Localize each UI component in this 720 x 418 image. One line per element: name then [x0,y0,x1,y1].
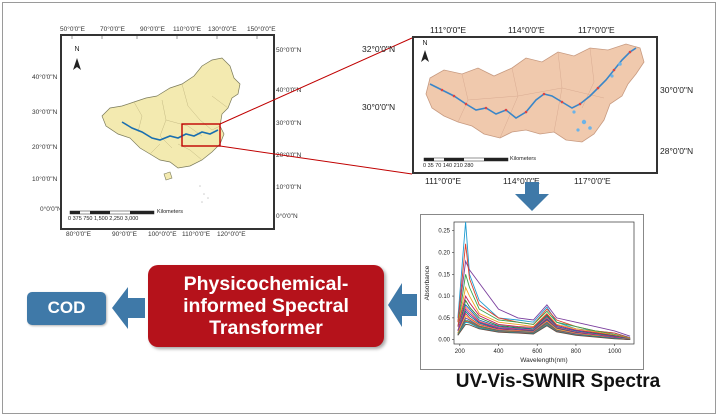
spectrum-line [457,285,631,339]
china-top-tick: 90°0'0"E [140,26,165,33]
transformer-line-1: Physicochemical- [183,273,349,295]
china-bottom-tick: 80°0'0"E [66,231,91,238]
basin-left-tick: 30°0'0"N [362,102,396,112]
china-left-tick: 40°0'0"N [32,74,58,81]
y-tick-label: 0.05 [438,316,450,322]
basin-top-tick: 117°0'0"E [578,25,615,35]
china-bottom-tick: 120°0'0"E [217,231,246,238]
spectrum-line [457,274,631,339]
x-tick-label: 800 [571,349,582,355]
china-left-tick: 30°0'0"N [32,109,58,116]
basin-scale-unit: Kilometers [510,156,536,162]
scale-bar [423,157,509,162]
cod-output-box: COD [27,292,106,325]
x-tick-label: 200 [455,349,466,355]
study-area-highlight [181,123,221,147]
china-bottom-tick: 110°0'0"E [182,231,211,238]
y-tick-label: 0.25 [438,229,450,235]
basin-scale-numbers: 0 35 70 140 210 280 [423,163,474,169]
china-right-tick: 10°0'0"N [276,184,302,191]
basin-right-tick: 30°0'0"N [660,85,694,95]
spectrum-line [457,294,631,340]
china-top-tick: 70°0'0"E [100,26,125,33]
china-right-tick: 20°0'0"N [276,152,302,159]
china-bottom-tick: 90°0'0"E [112,231,137,238]
basin-north-label: N [422,40,428,47]
x-tick-label: 600 [532,349,543,355]
north-arrow [421,50,429,62]
china-top-tick: 150°0'0"E [247,26,276,33]
basin-top-tick: 114°0'0"E [508,25,545,35]
y-axis-label: Absorbance [424,265,431,300]
china-top-tick: 130°0'0"E [208,26,237,33]
china-bottom-tick: 100°0'0"E [148,231,177,238]
china-scale-unit: Kilometers [157,209,183,215]
china-right-tick: 30°0'0"N [276,120,302,127]
y-tick-label: 0.15 [438,272,450,278]
china-right-tick: 50°0'0"N [276,47,302,54]
china-north-label: N [74,46,80,53]
y-tick-label: 0.10 [438,294,450,300]
yangtze-river [121,121,219,141]
spectrum-line [457,323,631,341]
spectral-transformer-box: Physicochemical- informed Spectral Trans… [148,265,384,347]
spectral-transformer-label: Physicochemical- informed Spectral Trans… [148,273,384,339]
left-arrow-to-cod [112,287,145,329]
china-left-tick: 20°0'0"N [32,144,58,151]
china-top-tick: 110°0'0"E [173,26,202,33]
y-tick-label: 0.20 [438,251,450,257]
china-outline [101,57,241,169]
china-top-tick: 50°0'0"E [60,26,85,33]
china-left-tick: 0°0'0"N [40,206,62,213]
basin-bottom-tick: 117°0'0"E [574,176,611,186]
basin-bottom-tick: 114°0'0"E [503,176,540,186]
china-left-tick: 10°0'0"N [32,176,58,183]
x-axis-label: Wavelength(nm) [520,357,567,364]
y-tick-label: 0.00 [438,338,450,344]
x-tick-label: 1000 [608,349,622,355]
spectra-caption: UV-Vis-SWNIR Spectra [455,371,661,392]
china-map-panel [60,34,275,230]
spectrum-line [457,259,631,337]
basin-top-tick: 111°0'0"E [430,25,467,35]
down-arrow [515,182,549,211]
outer-frame [2,2,716,414]
scale-bar [69,210,155,215]
basin-bottom-tick: 111°0'0"E [425,176,462,186]
x-tick-label: 400 [494,349,505,355]
china-scale-numbers: 0 375 750 1,500 2,250 3,000 [68,216,139,222]
transformer-line-2: informed Spectral [183,295,349,317]
basin-map [421,43,645,162]
north-arrow [73,58,81,70]
spectra-chart: 0.00 0.05 0.10 0.15 0.20 0.25 200 400 600 800 1000… [424,221,635,364]
china-map [69,36,258,215]
basin-right-tick: 28°0'0"N [660,146,694,156]
transformer-line-3: Transformer [209,317,323,339]
basin-left-tick: 32°0'0"N [362,44,396,54]
cod-label: COD [47,298,86,317]
china-right-tick: 0°0'0"N [276,213,298,220]
china-right-tick: 40°0'0"N [276,87,302,94]
left-arrow-to-model [388,283,417,327]
